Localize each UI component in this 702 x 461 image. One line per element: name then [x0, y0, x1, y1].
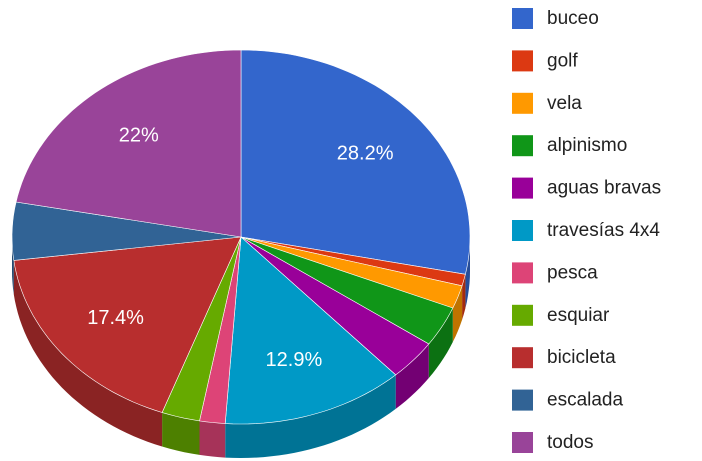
- legend-label: pesca: [547, 262, 598, 283]
- slice: [161, 236, 242, 455]
- legend-label: travesías 4x4: [547, 220, 660, 241]
- legend-swatch: [512, 389, 533, 411]
- slice-side: [162, 412, 200, 455]
- data-label: 22%: [119, 124, 159, 146]
- legend-label: aguas bravas: [547, 178, 661, 199]
- legend-swatch: [512, 92, 533, 114]
- data-label: 28.2%: [337, 142, 394, 164]
- slice: [15, 49, 242, 238]
- slice-top: [11, 201, 242, 261]
- slice-top: [240, 236, 454, 345]
- slice-top: [15, 49, 242, 238]
- slice-top: [13, 236, 242, 413]
- slice-top: [224, 236, 397, 425]
- legend-label: vela: [547, 93, 582, 114]
- slice-top: [240, 236, 430, 376]
- legend-label: esquiar: [547, 305, 610, 326]
- slice: [11, 201, 242, 295]
- legend-label: alpinismo: [547, 135, 627, 156]
- slice: [240, 49, 471, 309]
- legend-label: golf: [547, 50, 578, 71]
- data-label: 12.9%: [266, 349, 323, 371]
- legend-swatch: [512, 8, 533, 29]
- slice-side: [462, 274, 466, 320]
- slice-side: [225, 374, 396, 458]
- slice-top: [240, 49, 471, 275]
- slice-side: [465, 237, 470, 309]
- slice: [224, 236, 397, 458]
- legend-swatch: [512, 177, 533, 199]
- slice-side: [428, 308, 453, 378]
- slice: [240, 236, 454, 378]
- slice: [13, 236, 242, 447]
- legend-swatch: [512, 304, 533, 326]
- legend-label: escalada: [547, 390, 623, 411]
- legend-swatch: [512, 262, 533, 284]
- slice-side: [395, 344, 429, 409]
- legend-label: buceo: [547, 8, 599, 29]
- legend-swatch: [512, 347, 533, 369]
- slice-side: [13, 260, 163, 447]
- legend-swatch: [512, 50, 533, 72]
- slice-top: [161, 236, 242, 422]
- slice-side: [199, 420, 226, 458]
- data-label: 17.4%: [87, 307, 144, 329]
- legend-label: todos: [547, 432, 593, 453]
- slice: [240, 236, 430, 409]
- legend-swatch: [512, 432, 533, 453]
- slice-side: [452, 285, 463, 342]
- legend-swatch: [512, 135, 533, 157]
- legend-label: bicicleta: [547, 347, 616, 368]
- legend-swatch: [512, 220, 533, 241]
